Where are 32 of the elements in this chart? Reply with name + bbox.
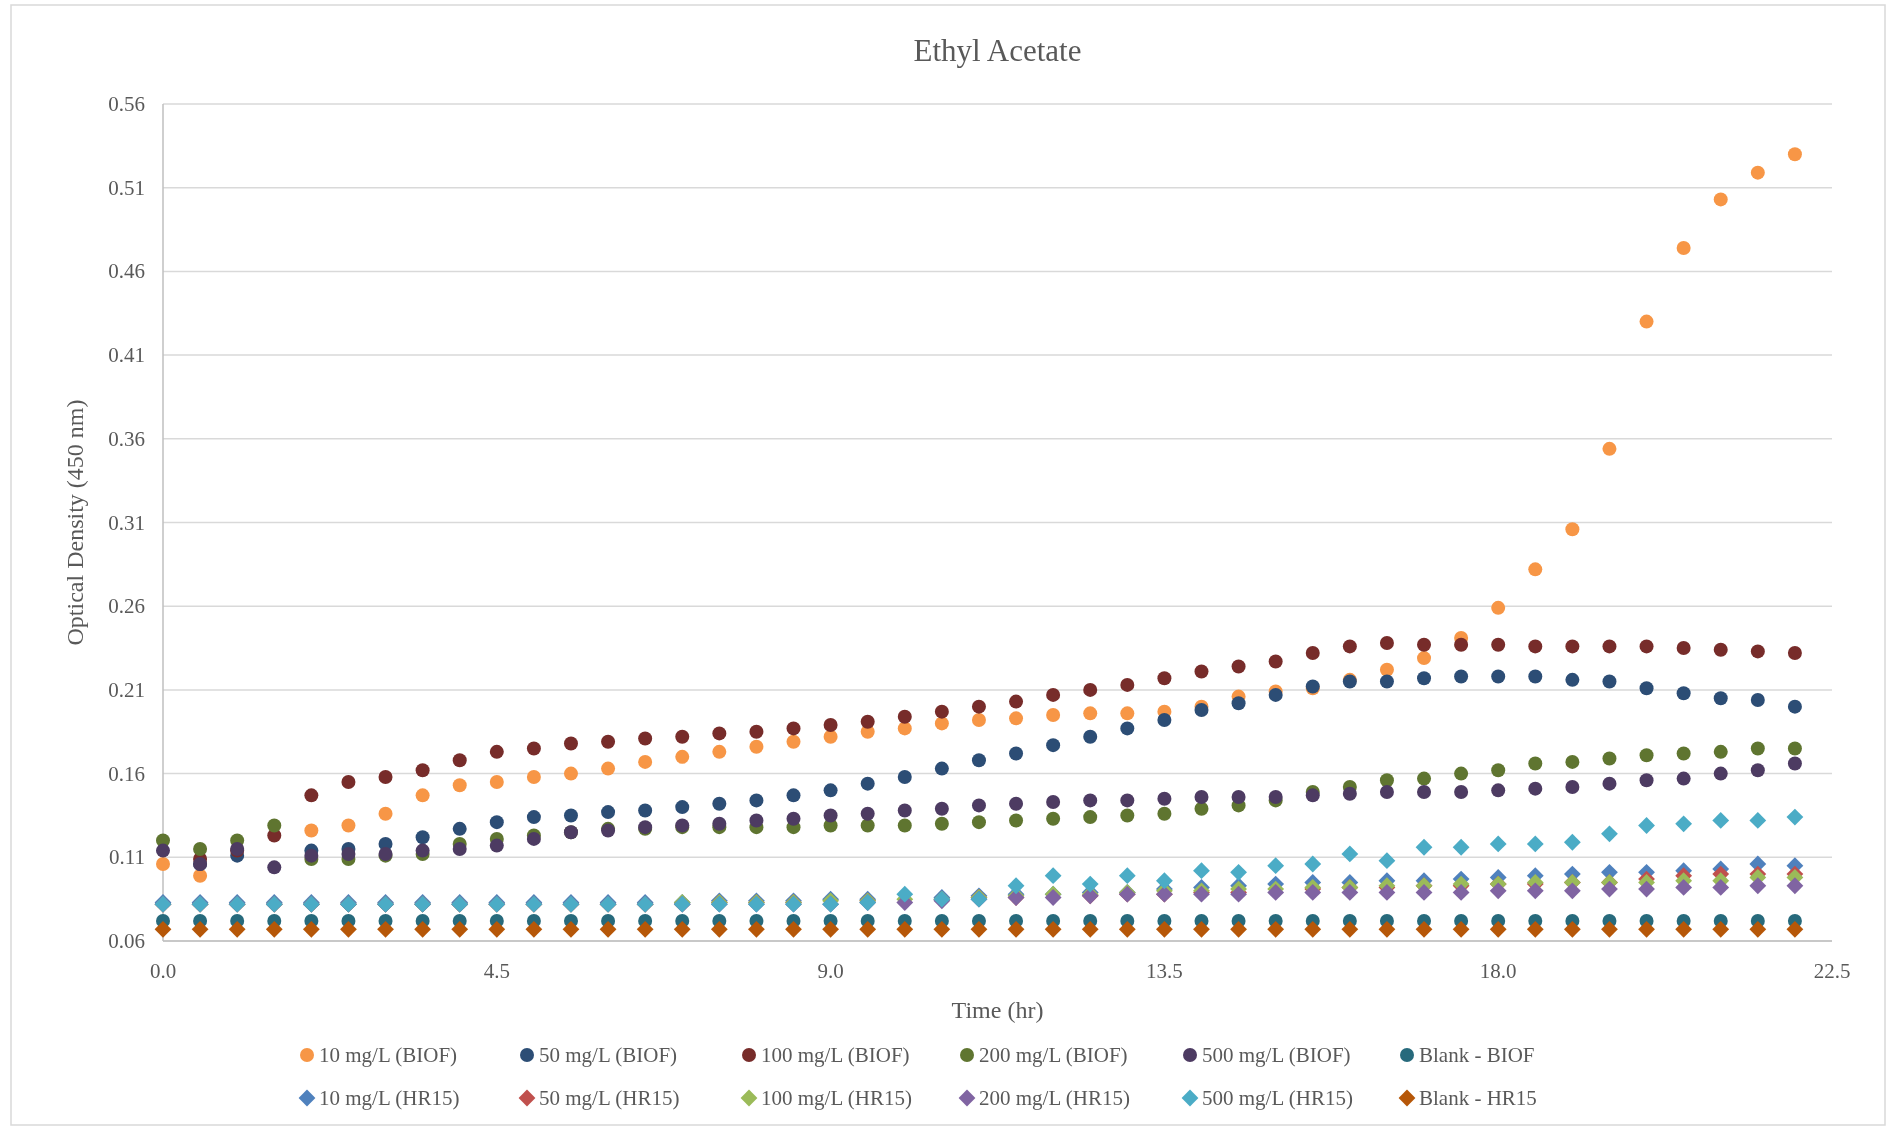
x-tick-label: 4.5 [483,959,510,983]
y-tick-label: 0.11 [109,845,145,870]
y-tick-label: 0.36 [108,426,145,451]
x-tick-label: 9.0 [817,959,844,983]
x-tick-label: 22.5 [1813,959,1851,983]
legend-label: 50 mg/L (HR15) [539,1086,680,1110]
legend-label: 50 mg/L (BIOF) [539,1043,678,1067]
x-tick-label: 18.0 [1479,959,1517,983]
y-tick-label: 0.16 [108,761,145,786]
y-tick-label: 0.41 [108,343,145,368]
legend-label: 200 mg/L (BIOF) [979,1043,1128,1067]
legend-label: Blank - BIOF [1419,1043,1535,1067]
legend-label: 200 mg/L (HR15) [979,1086,1130,1110]
x-tick-label: 13.5 [1146,959,1183,983]
legend-label: Blank - HR15 [1419,1086,1537,1110]
x-tick-label: 0.0 [149,959,177,983]
y-tick-label: 0.21 [108,677,145,702]
y-tick-label: 0.06 [108,929,145,953]
chart-title: Ethyl Acetate [913,32,1082,68]
legend-label: 10 mg/L (BIOF) [319,1043,458,1067]
x-axis-title: Time (hr) [951,997,1044,1023]
y-tick-label: 0.46 [108,259,145,284]
y-tick-label: 0.56 [108,92,145,116]
legend-label: 100 mg/L (BIOF) [761,1043,910,1067]
y-tick-label: 0.51 [108,175,145,200]
y-tick-label: 0.26 [108,594,145,619]
legend-label: 10 mg/L (HR15) [319,1086,460,1110]
y-tick-label: 0.31 [108,510,145,535]
legend-label: 100 mg/L (HR15) [761,1086,912,1110]
y-axis-title: Optical Density (450 nm) [62,399,88,646]
legend-label: 500 mg/L (HR15) [1202,1086,1353,1110]
legend-label: 500 mg/L (BIOF) [1202,1043,1351,1067]
